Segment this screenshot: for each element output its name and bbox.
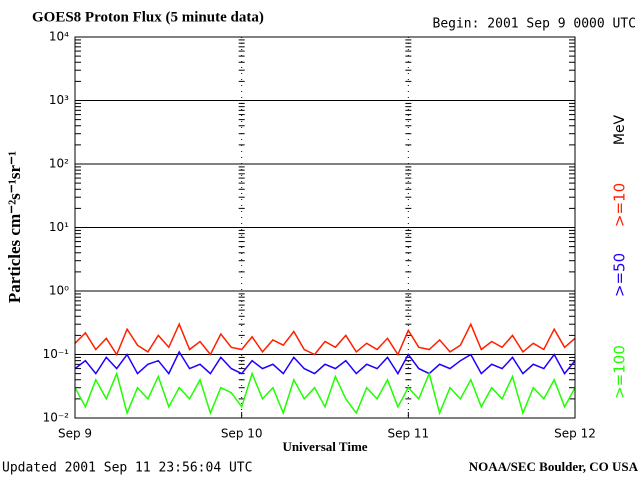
- legend-entry: >=100: [611, 345, 629, 399]
- y-tick-label: 10⁰: [49, 284, 69, 298]
- y-axis-label: Particles cm⁻²s⁻¹sr⁻¹: [5, 151, 24, 303]
- x-tick-label: Sep 10: [221, 427, 263, 441]
- series-line: [74, 371, 576, 416]
- series-line: [74, 322, 576, 357]
- y-tick-label: 10⁻¹: [43, 347, 70, 361]
- footer-source: NOAA/SEC Boulder, CO USA: [469, 459, 639, 474]
- series-line: [74, 350, 576, 376]
- y-tick-label: 10²: [49, 157, 69, 171]
- x-tick-label: Sep 11: [387, 427, 429, 441]
- plot-frame: [74, 36, 576, 419]
- x-tick-label: Sep 9: [58, 427, 92, 441]
- legend-entry: >=10: [611, 183, 629, 227]
- y-tick-label: 10⁻²: [43, 411, 70, 425]
- y-tick-label: 10¹: [49, 220, 69, 234]
- begin-time: Begin: 2001 Sep 9 0000 UTC: [433, 17, 637, 32]
- legend-entry: >=50: [611, 253, 629, 297]
- legend-unit: MeV: [612, 114, 628, 145]
- y-tick-label: 10⁴: [49, 30, 69, 44]
- y-tick-label: 10³: [49, 93, 69, 107]
- footer-updated: Updated 2001 Sep 11 23:56:04 UTC: [2, 461, 252, 476]
- x-tick-label: Sep 12: [554, 427, 596, 441]
- chart-title: GOES8 Proton Flux (5 minute data): [32, 9, 264, 25]
- x-axis-label: Universal Time: [282, 439, 367, 454]
